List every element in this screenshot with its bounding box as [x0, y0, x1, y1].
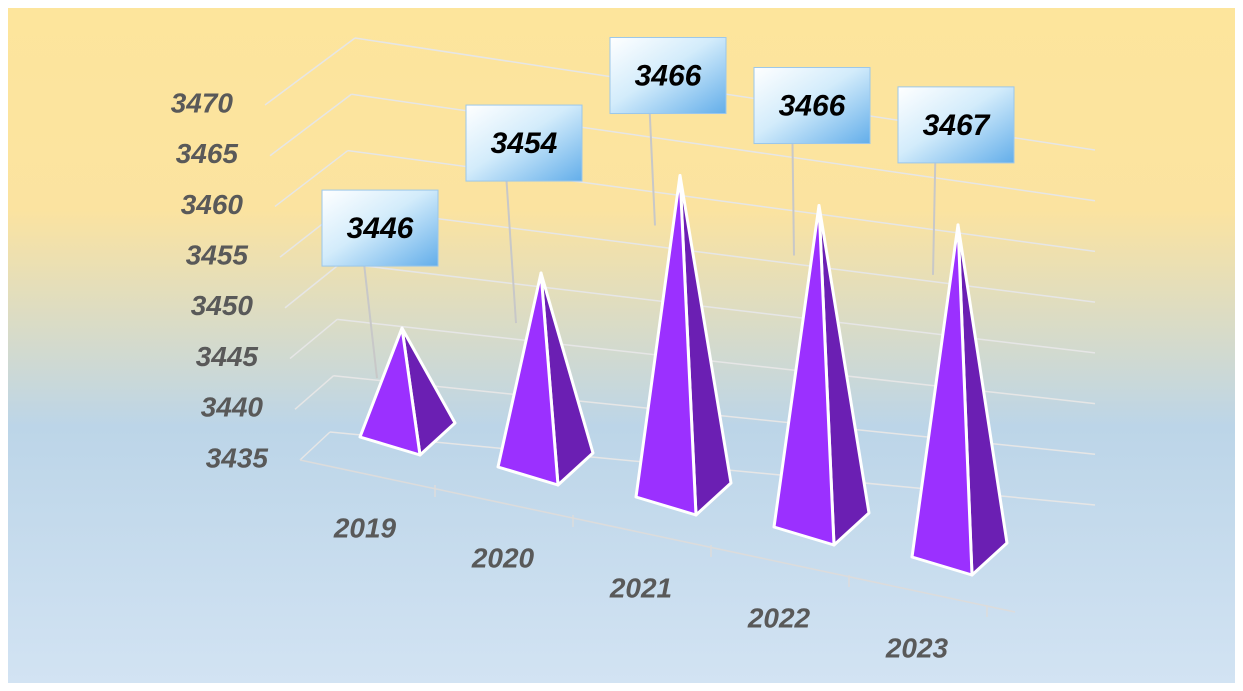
pyramid [496, 271, 595, 487]
grid-line [294, 375, 335, 410]
data-label: 3466 [779, 89, 846, 122]
x-tick-label: 2021 [609, 572, 672, 603]
x-tick-label: 2020 [471, 542, 535, 573]
y-tick-label: 3460 [181, 189, 244, 220]
grid-line [264, 37, 356, 106]
y-tick-label: 3450 [191, 290, 254, 321]
pyramid-front [910, 223, 974, 577]
y-tick-label: 3435 [206, 442, 269, 473]
pyramid-front [634, 174, 698, 517]
data-label: 3467 [923, 109, 991, 142]
y-tick-label: 3465 [176, 138, 239, 169]
y-tick-label: 3455 [186, 240, 249, 271]
pyramid-front [772, 204, 836, 547]
y-tick-label: 3470 [171, 87, 234, 118]
data-label-box [465, 104, 583, 182]
grid-line [344, 206, 1096, 303]
pyramid [772, 204, 871, 547]
pyramid [358, 326, 457, 457]
y-tick-label: 3440 [201, 392, 264, 423]
grid-line [299, 431, 331, 461]
data-label: 3454 [491, 127, 558, 160]
y-tick-label: 3445 [196, 341, 259, 372]
data-label-box [753, 67, 871, 145]
data-label-box [897, 86, 1015, 164]
data-label-box [609, 37, 727, 115]
x-tick-label: 2019 [333, 512, 397, 543]
x-axis-line [299, 459, 1016, 613]
grid-line [274, 149, 349, 208]
pyramid-front [358, 326, 422, 457]
plot: 3435 3440 3445 3450 3455 3460 3465 3470 3446 2019… [171, 37, 1096, 663]
grid-line [269, 93, 352, 157]
x-tick-label: 2023 [885, 632, 949, 663]
x-tick-label: 2022 [747, 602, 811, 633]
pyramid-front [496, 271, 560, 487]
pyramid [634, 174, 733, 517]
pyramid [910, 223, 1009, 577]
data-label-box [321, 189, 439, 267]
data-label: 3446 [347, 212, 414, 245]
grid-line [284, 262, 342, 309]
data-label: 3466 [635, 59, 702, 92]
grid-line [289, 318, 338, 360]
